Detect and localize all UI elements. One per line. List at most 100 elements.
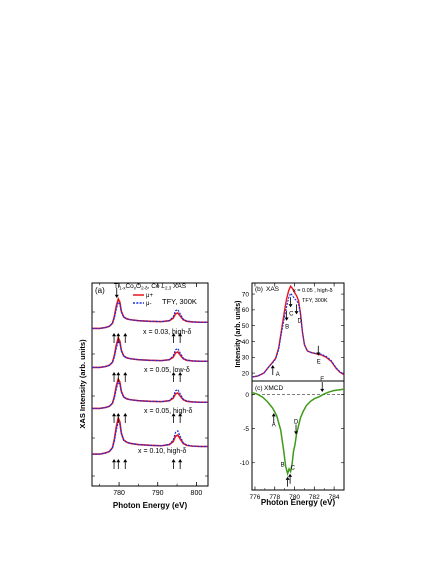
c-xtick-label-782: 782 [309,494,320,501]
b-annotation-C: C [289,311,294,317]
panel-b-condition: TFY, 300K [302,298,328,304]
spectrum-4-mu-minus [92,420,208,455]
spectrum-label-3: x = 0.05, high-δ [144,408,193,415]
legend-arrow-head [114,294,119,298]
b-arrow-C-head [288,304,293,308]
b-arrow-E-head [316,352,321,356]
panel-c-ticks: 776 778 780 782 784 0 -5 -10 [240,283,344,501]
spectrum-1-arrow-1-head [112,333,117,337]
c-annotation-D: D [294,420,299,426]
panel-a-frame [91,282,209,487]
spectrum-4-arrow-2-head [116,459,121,463]
panel-a-condition: TFY, 300K [162,297,197,306]
spectrum-1-arrow-4-head [171,333,176,337]
c-arrow-E-head [320,388,325,393]
spectrum-1-arrow-2-head [116,333,121,337]
b-arrow-B-head [284,317,289,321]
spectrum-3-arrow-3-head [123,413,128,417]
spectrum-2-mu-plus [92,335,208,369]
c-annotation-E: E [320,377,324,383]
spectrum-3-mu-plus [92,376,208,410]
a-xtick-label-790: 790 [152,490,164,497]
b-annotation-A: A [276,372,280,378]
b-ytick-label-40: 40 [242,339,250,346]
a-xtick-label-780: 780 [113,490,125,497]
spectrum-1-mu-minus [92,300,208,330]
spectrum-4-arrow-4-head [171,459,176,463]
spectrum-2-mu-minus [92,339,208,369]
spectrum-2-arrow-1-head [112,372,117,376]
panel-b-ticks: 20 30 40 50 60 70 [242,291,344,377]
panel-b-tag: XAS [266,286,280,293]
c-ytick-label--10: -10 [240,460,250,467]
panel-c-xlabel: Photon Energy (eV) [261,498,336,507]
c-arrow-A-head [271,413,276,417]
spectrum-4-arrow-1-head [112,459,117,463]
b-series-mu-plus [251,284,345,378]
c-ytick-label--5: -5 [243,426,249,433]
spectrum-2-arrow-2-head [116,372,121,376]
panel-b-label: (b) [255,286,263,293]
b-ytick-label-70: 70 [242,291,250,298]
spectrum-3-arrow-1-head [112,413,117,417]
b-series-mu-minus [251,292,345,378]
spectrum-4-arrow-5-head [178,459,183,463]
c-xtick-label-780: 780 [289,494,300,501]
panel-a-ylabel: XAS Intensity (arb. units) [78,339,87,429]
b-ytick-label-30: 30 [242,355,250,362]
panel-bc-ylabel: Intensity (arb. units) [235,301,242,368]
c-xtick-label-776: 776 [250,494,261,501]
b-annotation-D: D [298,318,303,324]
c-arrow-D-head [294,431,299,435]
panel-c-annotations: A BC D E [271,377,325,487]
c-ytick-label-0: 0 [245,392,249,399]
panel-b-curves [251,284,345,378]
c-series-xmcd [251,388,345,477]
spectrum-2-arrow-3-head [123,372,128,376]
panel-a-ticks: 780 790 800 [92,283,208,497]
spectrum-3-arrow-5-head [178,413,183,417]
b-ytick-label-20: 20 [242,370,250,377]
spectrum-3-arrow-2-head [116,413,121,417]
spectrum-2-arrow-5-head [178,372,183,376]
panel-c-label: (c) [255,385,263,392]
panel-a: 780 790 800 (a) Ti1-xCoxO2-δ, Co L2,3 XAS … [78,282,209,510]
panel-a-xlabel: Photon Energy (eV) [113,501,188,510]
panel-c-frame [251,380,345,491]
panel-a-curves [92,296,208,455]
c-arrow-C-head [288,473,293,477]
panel-b: 20 30 40 50 60 70 A B CD E (b) XAS x = 0.05 , hi… [242,282,345,382]
spectrum-3-mu-minus [92,380,208,410]
c-xtick-label-778: 778 [269,494,280,501]
panel-a-title: Ti1-xCoxO2-δ, Co L2,3 XAS [114,283,187,291]
spectrum-label-2: x = 0.05, low-δ [144,367,190,374]
c-annotation-B: B [281,463,285,469]
panel-c-curves [251,388,345,477]
b-annotation-B: B [285,325,289,331]
c-xtick-label-784: 784 [329,494,340,501]
spectrum-4-arrow-3-head [123,459,128,463]
panel-a-arrows [112,288,183,469]
b-arrow-D-head [294,311,299,315]
b-annotation-E: E [317,360,321,366]
panel-b-sample: x = 0.05 , high-δ [293,288,333,294]
panel-a-label: (a) [95,286,105,295]
b-ytick-label-50: 50 [242,323,250,330]
c-annotation-C: C [291,466,296,472]
spectrum-1-arrow-3-head [123,333,128,337]
spectrum-label-1: x = 0.03, high-δ [143,329,192,336]
spectrum-1-arrow-5-head [178,333,183,337]
spectrum-2-arrow-4-head [171,372,176,376]
a-xtick-label-800: 800 [191,490,203,497]
b-ytick-label-60: 60 [242,307,250,314]
spectrum-label-4: x = 0.10, high-δ [138,448,187,455]
c-annotation-A: A [272,423,276,429]
b-arrow-A-head [270,365,275,369]
panel-c-tag: XMCD [264,385,283,392]
panel-b-annotations: A B CD E [270,297,321,378]
legend-mu-plus-label: μ+ [146,293,153,299]
legend-mu-minus-label: μ- [146,301,151,307]
spectrum-3-arrow-4-head [171,413,176,417]
